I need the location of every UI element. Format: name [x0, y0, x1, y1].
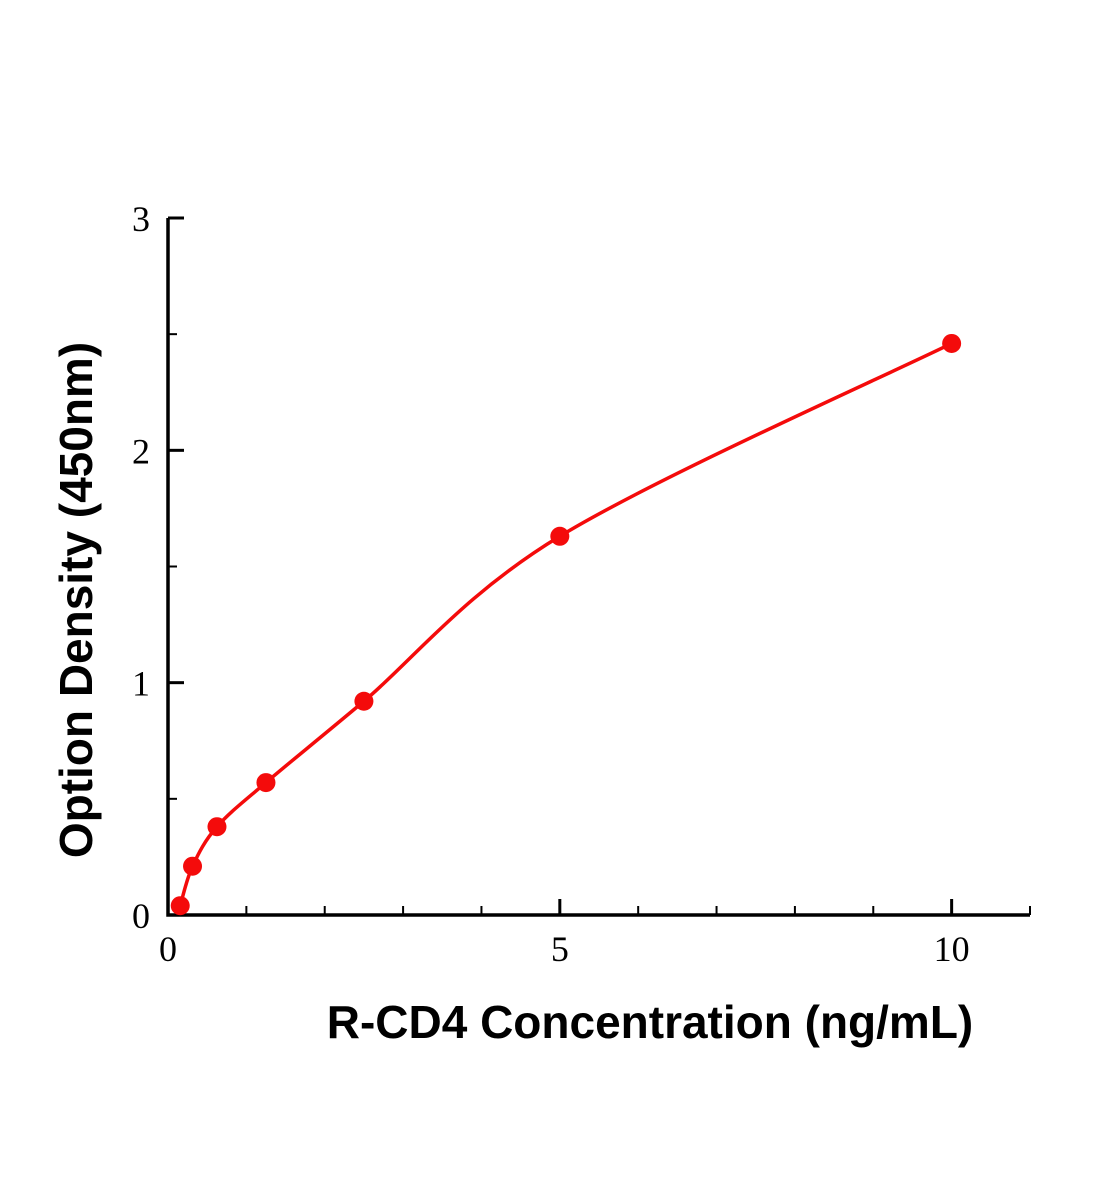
data-points — [170, 333, 962, 916]
y-tick-label: 2 — [132, 431, 150, 471]
data-point — [183, 856, 203, 876]
axes — [166, 218, 1030, 917]
fitted-curve — [178, 341, 954, 908]
axis-lines — [166, 218, 1030, 917]
x-tick-label: 10 — [934, 929, 970, 969]
y-axis-title: Option Density (450nm) — [50, 342, 102, 858]
y-tick-label: 1 — [132, 664, 150, 704]
axis-ticks — [166, 216, 1031, 917]
x-axis-title: R-CD4 Concentration (ng/mL) — [327, 996, 974, 1048]
y-tick-label: 3 — [132, 199, 150, 239]
tick-labels: 0 5 10 0 1 2 3 — [132, 199, 970, 969]
data-point — [207, 817, 227, 837]
standard-curve-line — [178, 341, 954, 908]
x-tick-label: 0 — [159, 929, 177, 969]
data-point — [256, 773, 276, 793]
data-point — [170, 896, 190, 916]
x-tick-label: 5 — [551, 929, 569, 969]
data-point — [354, 691, 374, 711]
data-point — [942, 333, 962, 353]
y-tick-label: 0 — [132, 896, 150, 936]
data-point — [550, 526, 570, 546]
